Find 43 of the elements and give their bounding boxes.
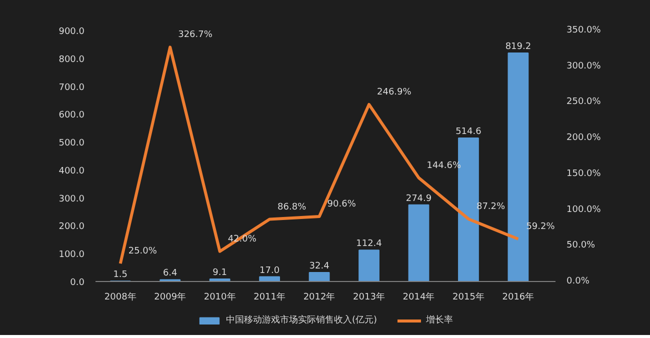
y2-tick-label: 350.0% <box>566 26 602 36</box>
data-label: 274.9 <box>406 194 432 204</box>
x-tick-label: 2012年 <box>303 292 336 302</box>
data-label: 86.8% <box>278 202 307 212</box>
y2-tick-label: 300.0% <box>566 61 602 72</box>
y2-tick-label: 200.0% <box>566 133 602 144</box>
y-tick-label: 500.0 <box>58 138 85 149</box>
y-tick-label: 100.0 <box>58 250 85 260</box>
y2-tick-label: 0.0% <box>566 276 590 286</box>
data-label: 32.4 <box>309 261 330 272</box>
y2-tick-label: 250.0% <box>566 97 602 108</box>
data-label: 17.0 <box>260 266 280 276</box>
data-label: 90.6% <box>327 200 356 210</box>
data-label: 326.7% <box>178 30 213 40</box>
y2-tick-label: 150.0% <box>566 168 602 179</box>
data-label: 246.9% <box>377 87 412 98</box>
y-tick-label: 700.0 <box>58 82 85 93</box>
y-tick-label: 400.0 <box>58 166 85 176</box>
legend-label: 增长率 <box>426 314 454 326</box>
y-tick-label: 600.0 <box>58 110 85 121</box>
x-tick-label: 2011年 <box>254 292 286 302</box>
y-tick-label: 200.0 <box>58 222 85 232</box>
data-label: 9.1 <box>212 268 227 278</box>
x-tick-label: 2009年 <box>154 292 186 302</box>
data-label: 514.6 <box>456 126 482 137</box>
y-tick-label: 300.0 <box>58 194 85 204</box>
x-tick-label: 2013年 <box>353 292 385 302</box>
y-tick-label: 0.0 <box>70 278 85 288</box>
data-label: 25.0% <box>128 246 158 257</box>
x-tick-label: 2016年 <box>502 292 534 302</box>
y-tick-label: 900.0 <box>58 27 85 37</box>
legend-label: 中国移动游戏市场实际销售收入(亿元) <box>226 314 378 326</box>
data-label: 1.5 <box>113 270 128 280</box>
x-tick-label: 2015年 <box>452 292 484 302</box>
y2-tick-label: 50.0% <box>566 240 596 251</box>
y2-tick-label: 100.0% <box>566 204 602 215</box>
x-tick-label: 2008年 <box>104 292 136 302</box>
data-label: 112.4 <box>356 239 382 250</box>
x-tick-label: 2010年 <box>204 292 236 302</box>
y-tick-label: 800.0 <box>58 54 85 65</box>
data-label: 819.2 <box>505 42 532 52</box>
data-label: 6.4 <box>162 268 178 279</box>
x-tick-label: 2014年 <box>402 292 435 302</box>
